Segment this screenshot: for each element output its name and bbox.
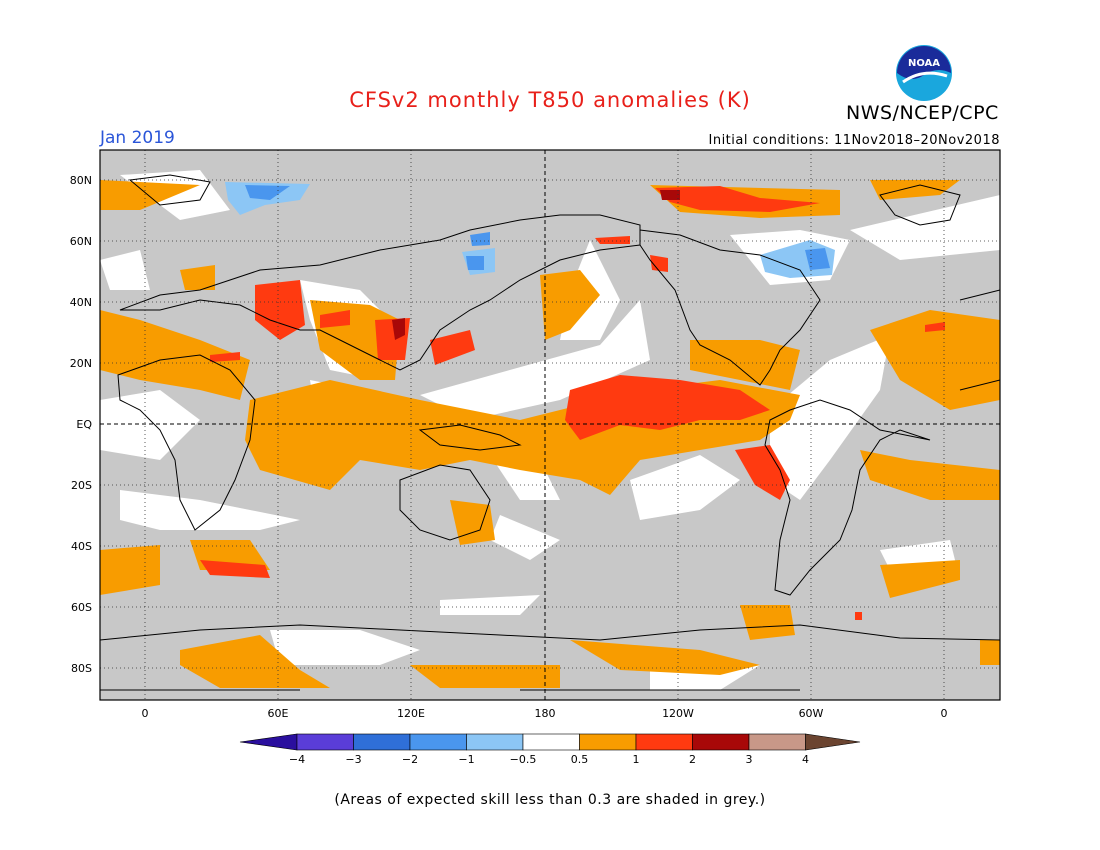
legend-swatch xyxy=(522,733,580,751)
noaa-logo: NOAA xyxy=(893,42,955,104)
legend-label: −3 xyxy=(345,753,361,766)
legend-swatch xyxy=(353,733,411,751)
anomaly-positive-1-2 xyxy=(200,186,945,620)
legend-label: 2 xyxy=(689,753,696,766)
legend-swatch xyxy=(466,733,524,751)
legend-label: −2 xyxy=(402,753,418,766)
legend-swatch xyxy=(409,733,467,751)
legend-swatch xyxy=(579,733,637,751)
lat-label: 60S xyxy=(71,601,92,614)
lat-label: 40N xyxy=(70,296,92,309)
coastlines xyxy=(99,174,1001,691)
lon-label: 0 xyxy=(941,707,948,720)
map-frame xyxy=(99,149,1001,701)
legend-swatch xyxy=(748,733,806,751)
lat-label: 20N xyxy=(70,357,92,370)
legend-label: 3 xyxy=(746,753,753,766)
legend-label: −0.5 xyxy=(510,753,537,766)
lon-label: 180 xyxy=(535,707,556,720)
initial-conditions: Initial conditions: 11Nov2018–20Nov2018 xyxy=(708,133,1000,148)
legend-max-arrow xyxy=(805,733,861,751)
lat-label: EQ xyxy=(76,418,92,431)
lon-label: 60E xyxy=(268,707,289,720)
legend-label: 4 xyxy=(802,753,809,766)
legend-swatch xyxy=(296,733,354,751)
noaa-logo-text: NOAA xyxy=(908,58,940,69)
legend-label: 1 xyxy=(633,753,640,766)
anomaly-positive-2-3 xyxy=(392,190,680,340)
lat-label: 60N xyxy=(70,235,92,248)
anomaly-negative-areas xyxy=(225,182,835,278)
chart-title: CFSv2 monthly T850 anomalies (K) xyxy=(349,88,751,112)
latitude-axis: 80N 60N 40N 20N EQ 20S 40S 60S 80S xyxy=(70,174,93,675)
lon-label: 0 xyxy=(142,707,149,720)
lat-label: 80N xyxy=(70,174,92,187)
legend-label: 0.5 xyxy=(571,753,589,766)
legend-swatch xyxy=(692,733,750,751)
agency-label: NWS/NCEP/CPC xyxy=(846,102,999,124)
legend-min-arrow xyxy=(239,733,298,751)
lat-label: 40S xyxy=(71,540,92,553)
lat-label: 20S xyxy=(71,479,92,492)
color-legend: −4 −3 −2 −1 −0.5 0.5 1 2 3 4 xyxy=(239,733,861,766)
lat-label: 80S xyxy=(71,662,92,675)
lon-label: 60W xyxy=(799,707,824,720)
legend-label: −4 xyxy=(289,753,305,766)
longitude-axis: 0 60E 120E 180 120W 60W 0 xyxy=(142,707,948,720)
lon-label: 120E xyxy=(397,707,425,720)
footnote: (Areas of expected skill less than 0.3 a… xyxy=(334,792,766,808)
legend-label: −1 xyxy=(458,753,474,766)
lon-label: 120W xyxy=(662,707,694,720)
legend-swatch xyxy=(635,733,693,751)
forecast-period: Jan 2019 xyxy=(100,128,175,148)
